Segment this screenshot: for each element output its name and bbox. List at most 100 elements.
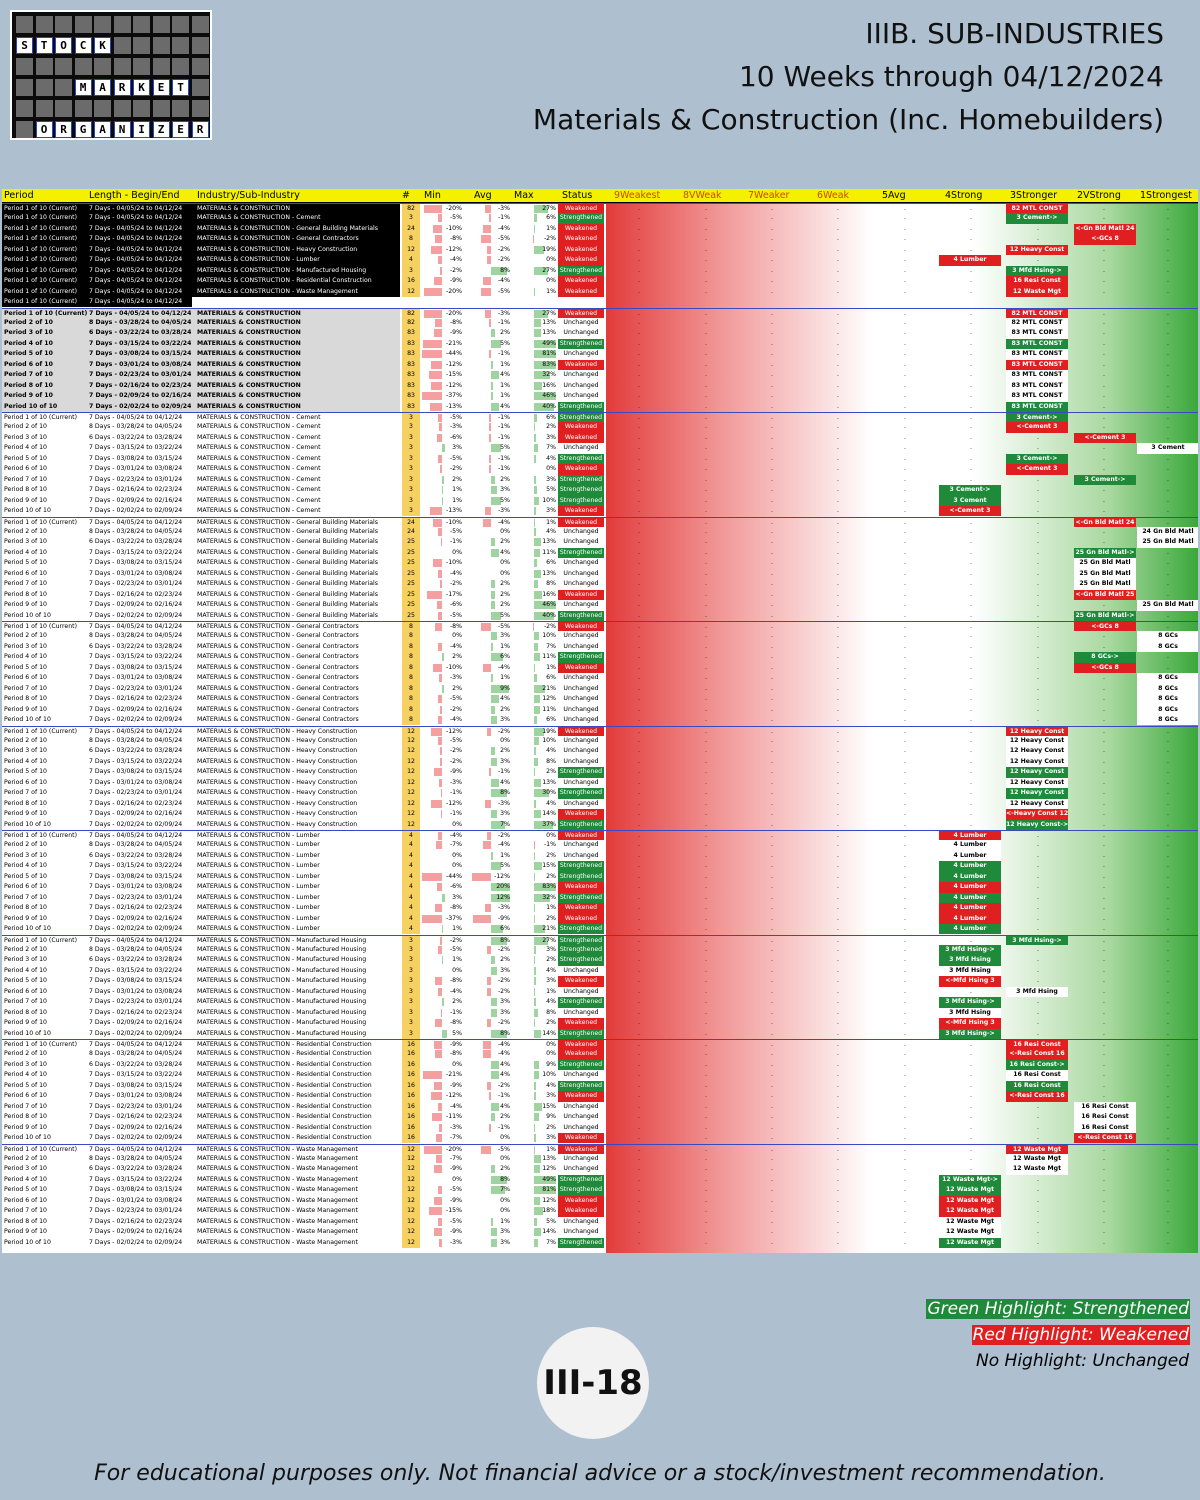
empty-rank-dot: . xyxy=(1103,266,1105,274)
status-badge: Strengthened xyxy=(558,819,604,830)
empty-rank-dot: . xyxy=(904,256,906,264)
empty-rank-dot: . xyxy=(1037,1008,1039,1016)
cell-count: 12 xyxy=(402,1185,420,1196)
cell-count: 3 xyxy=(402,976,420,987)
table-row: Period 4 of 10 7 Days - 03/15/24 to 03/22… xyxy=(2,861,1198,872)
cell-industry: MATERIALS & CONSTRUCTION - Heavy Constru… xyxy=(197,799,358,807)
status-badge: Weakened xyxy=(558,913,604,925)
value-bar xyxy=(534,266,548,275)
value-bar xyxy=(534,1071,539,1080)
empty-rank-dot: . xyxy=(970,287,972,295)
rank-label: <-Cement 3 xyxy=(939,506,1001,517)
value-bar xyxy=(428,371,442,380)
empty-rank-dot: . xyxy=(638,507,640,515)
value-bar xyxy=(534,601,556,610)
empty-rank-dot: . xyxy=(771,1102,773,1110)
cell-max: -2% xyxy=(543,623,556,630)
empty-rank-dot: . xyxy=(771,623,773,630)
empty-rank-dot: . xyxy=(837,256,839,264)
cell-period: Period 8 of 10 xyxy=(4,1113,47,1121)
empty-rank-dot: . xyxy=(1037,486,1039,494)
value-bar xyxy=(422,392,442,401)
table-row: Period 4 of 10 7 Days - 03/15/24 to 03/22… xyxy=(2,652,1198,663)
cell-avg: 3% xyxy=(500,1228,510,1236)
table-row: Period 1 of 10 (Current) 7 Days - 04/05/2… xyxy=(2,725,1198,736)
value-bar xyxy=(424,287,442,296)
empty-rank-dot: . xyxy=(638,1113,640,1121)
empty-rank-dot: . xyxy=(705,371,707,379)
empty-rank-dot: . xyxy=(1167,1081,1169,1089)
empty-rank-dot: . xyxy=(638,475,640,483)
status-badge: Unchanged xyxy=(563,695,599,703)
cell-min: -20% xyxy=(446,309,462,317)
value-bar xyxy=(491,1238,497,1247)
empty-rank-dot: . xyxy=(837,1113,839,1121)
cell-avg: 2% xyxy=(500,705,510,713)
cell-min: -8% xyxy=(449,1019,462,1027)
cell-count: 16 xyxy=(402,1091,420,1102)
cell-avg: -1% xyxy=(497,454,510,462)
cell-min: -37% xyxy=(446,914,462,922)
status-badge: Strengthened xyxy=(558,338,604,350)
cell-min: -7% xyxy=(449,841,462,849)
empty-rank-dot: . xyxy=(904,433,906,441)
empty-rank-dot: . xyxy=(1037,832,1039,839)
cell-min: -2% xyxy=(449,936,462,944)
empty-rank-dot: . xyxy=(705,841,707,849)
cell-count: 16 xyxy=(402,1101,420,1113)
cell-count: 4 xyxy=(402,892,420,904)
cell-min: 2% xyxy=(452,684,462,692)
value-bar xyxy=(483,663,491,672)
table-row: Period 6 of 10 7 Days - 03/01/24 to 03/08… xyxy=(2,1195,1198,1207)
table-row: Period 4 of 10 7 Days - 03/15/24 to 03/22… xyxy=(2,1174,1198,1186)
value-bar xyxy=(441,789,442,798)
empty-rank-dot: . xyxy=(837,904,839,912)
empty-rank-dot: . xyxy=(705,360,707,368)
status-badge: Weakened xyxy=(558,903,604,914)
cell-count: 3 xyxy=(402,495,420,507)
empty-rank-dot: . xyxy=(904,820,906,828)
empty-rank-dot: . xyxy=(1167,1008,1169,1016)
cell-length: 7 Days - 02/02/24 to 02/09/24 xyxy=(89,1238,183,1246)
legend-green: Green Highlight: Strengthened xyxy=(926,1299,1190,1319)
empty-rank-dot: . xyxy=(1167,1165,1169,1173)
status-badge: Unchanged xyxy=(563,757,599,765)
cell-industry: MATERIALS & CONSTRUCTION - Cement xyxy=(197,433,321,441)
rank-label: <-GCs 8 xyxy=(1074,622,1136,632)
cell-max: 2% xyxy=(546,956,556,964)
empty-rank-dot: . xyxy=(970,601,972,609)
empty-rank-dot: . xyxy=(771,747,773,755)
cell-max: 0% xyxy=(546,1050,556,1058)
empty-rank-dot: . xyxy=(837,245,839,253)
value-bar xyxy=(437,1217,442,1226)
cell-avg: -5% xyxy=(497,623,510,630)
cell-avg: 1% xyxy=(500,851,510,859)
cell-avg: 4% xyxy=(500,778,510,786)
cell-industry: MATERIALS & CONSTRUCTION - General Contr… xyxy=(197,642,359,650)
cell-length: 7 Days - 02/16/24 to 02/23/24 xyxy=(89,799,183,807)
empty-rank-dot: . xyxy=(705,832,707,839)
cell-period: Period 3 of 10 xyxy=(4,851,47,859)
empty-rank-dot: . xyxy=(638,1019,640,1027)
rank-label: 3 Cement-> xyxy=(1006,453,1068,465)
empty-rank-dot: . xyxy=(904,1102,906,1110)
table-row: Period 2 of 10 8 Days - 03/28/24 to 04/05… xyxy=(2,422,1198,433)
empty-rank-dot: . xyxy=(638,381,640,389)
empty-rank-dot: . xyxy=(771,559,773,567)
status-badge: Weakened xyxy=(558,308,604,318)
value-bar xyxy=(491,883,510,892)
value-bar xyxy=(489,1123,491,1132)
logo-tile xyxy=(133,58,150,75)
empty-rank-dot: . xyxy=(705,1041,707,1048)
cell-length: 7 Days - 02/02/24 to 02/09/24 xyxy=(89,1029,183,1037)
empty-rank-dot: . xyxy=(904,632,906,640)
cell-industry: MATERIALS & CONSTRUCTION - Manufactured … xyxy=(197,966,367,974)
cell-industry: MATERIALS & CONSTRUCTION - Waste Managem… xyxy=(197,1228,358,1236)
empty-rank-dot: . xyxy=(970,1081,972,1089)
value-bar xyxy=(534,318,541,327)
empty-rank-dot: . xyxy=(970,559,972,567)
cell-period: Period 8 of 10 xyxy=(4,799,47,807)
cell-max: 21% xyxy=(542,925,556,933)
table-row: Period 10 of 10 7 Days - 02/02/24 to 02/0… xyxy=(2,1028,1198,1039)
value-bar xyxy=(422,872,442,881)
